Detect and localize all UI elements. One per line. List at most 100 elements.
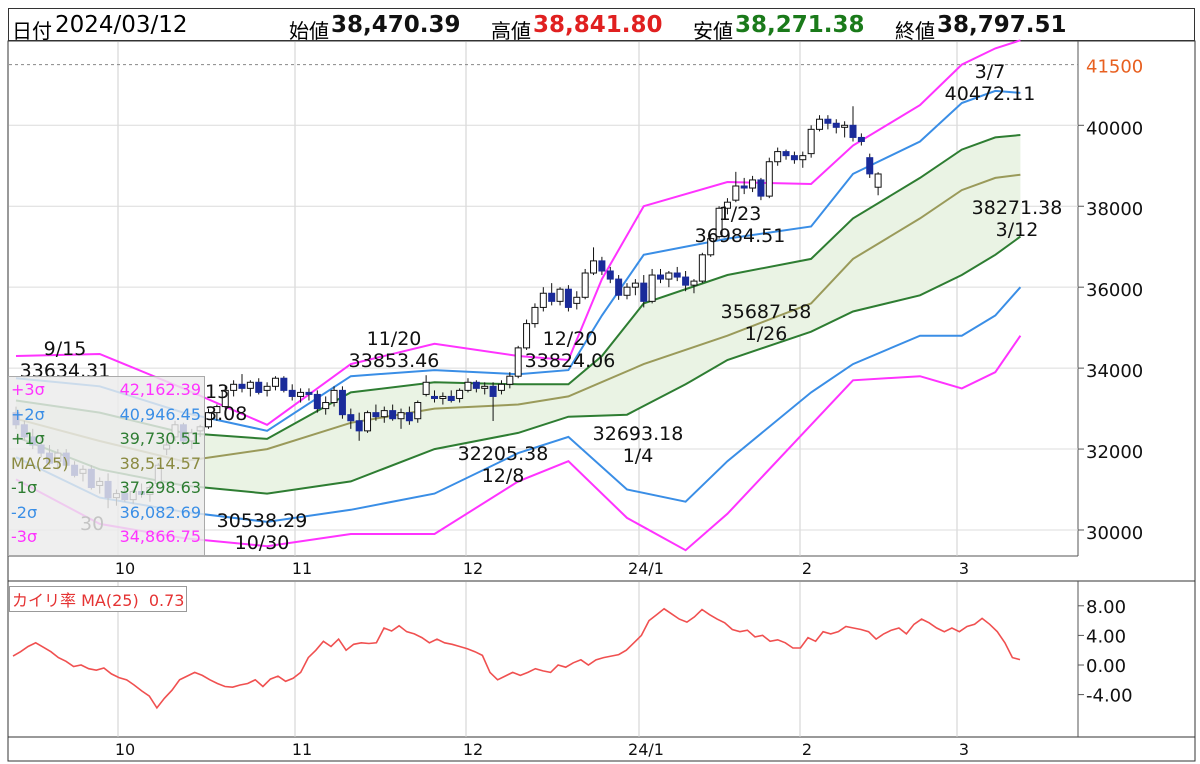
candle-down <box>431 395 438 399</box>
x-tick-label-bottom: 11 <box>292 740 312 759</box>
annotation-line2: 36984.51 <box>695 225 786 247</box>
candle-up <box>648 274 656 302</box>
candle-down <box>288 389 296 397</box>
annotation-line2: 3/12 <box>996 219 1039 241</box>
candle-up <box>816 118 824 130</box>
date-value: 2024/03/12 <box>55 12 188 38</box>
candle-down <box>790 155 798 161</box>
annotation-line1: 32205.38 <box>458 443 549 465</box>
annotation-line1: 1/23 <box>719 203 762 225</box>
price-tick-label: 38000 <box>1086 199 1143 220</box>
candle-down <box>347 414 355 422</box>
candle-down <box>564 288 572 308</box>
legend-series-value: 40,946.45 <box>119 404 201 424</box>
candle-up <box>213 406 221 414</box>
kairi-label-value: 0.73 <box>148 591 185 610</box>
legend-series-value: 42,162.39 <box>119 380 201 399</box>
x-tick-label: 3 <box>959 559 969 578</box>
candle-up <box>631 282 639 288</box>
annotation-line1: 35687.58 <box>721 301 812 323</box>
candle-down <box>673 272 681 278</box>
x-tick-label: 10 <box>115 559 135 578</box>
bottom-axis-frame <box>7 736 1196 762</box>
candle-up <box>464 381 472 391</box>
close-value: 38,797.51 <box>937 12 1067 38</box>
kairi-tick-label: 0.00 <box>1086 656 1126 677</box>
high-value: 38,841.80 <box>533 12 663 38</box>
x-axis-labels: 10 10 11 11 12 12 24/1 24/1 2 2 3 3 <box>115 559 969 759</box>
high-label: 高値 <box>491 19 531 43</box>
minus-2-sigma-line <box>15 286 1022 523</box>
price-tick-label: 36000 <box>1086 280 1143 301</box>
x-tick-label: 2 <box>802 559 812 578</box>
candle-up <box>221 389 229 408</box>
candle-up <box>271 377 279 387</box>
legend-series-name: -2σ <box>11 502 38 522</box>
candle-up <box>246 381 254 389</box>
candle-up <box>799 155 807 161</box>
candle-up <box>623 286 631 296</box>
low-label: 安値 <box>693 19 733 43</box>
candle-up <box>397 412 405 420</box>
candle-down <box>313 393 321 410</box>
legend-series-name: +1σ <box>11 429 45 448</box>
close-label: 終値 <box>895 19 935 43</box>
open-value: 38,470.39 <box>331 12 461 38</box>
price-panel-frame <box>7 40 1196 582</box>
annotation-line1: 38271.38 <box>972 197 1063 219</box>
candle-up <box>581 272 589 298</box>
candle-down <box>656 274 664 280</box>
candle-up <box>874 173 882 188</box>
candle-down <box>548 292 556 302</box>
candle-up <box>439 395 447 399</box>
candle-down <box>405 412 413 422</box>
candle-up <box>205 412 213 428</box>
candle-up <box>297 391 305 397</box>
candle-up <box>497 383 505 391</box>
candle-up <box>573 296 581 304</box>
kairi-y-axis: 8.00 4.00 0.00 -4.00 <box>1078 597 1133 707</box>
candle-up <box>690 280 698 286</box>
candle-up <box>456 389 464 399</box>
legend-row: +2σ 40,946.45 <box>11 405 203 429</box>
candle-down <box>857 136 865 142</box>
minus-1-sigma-line <box>15 235 1021 495</box>
legend-series-name: +3σ <box>11 380 45 399</box>
legend-row: +1σ 39,730.51 <box>11 429 203 453</box>
plus-3-sigma-line <box>15 39 1021 426</box>
candle-down <box>866 157 874 175</box>
legend-series-value: 38,514.57 <box>119 453 201 473</box>
price-tick-label: 34000 <box>1086 361 1143 382</box>
candle-up <box>732 185 740 201</box>
x-tick-label-bottom: 12 <box>463 740 483 759</box>
x-tick-label-bottom: 10 <box>115 740 135 759</box>
candle-up <box>749 179 757 189</box>
price-tick-label: 30000 <box>1086 523 1143 544</box>
legend-row: -3σ 34,866.75 <box>11 527 203 551</box>
annotation-line2: 1/4 <box>623 445 654 467</box>
x-tick-label-bottom: 3 <box>959 740 969 759</box>
ma25-line <box>15 173 1021 463</box>
candle-down <box>238 383 246 389</box>
ohlc-header: 日付 2024/03/12 始値 38,470.39 高値 38,841.80 … <box>8 8 1195 43</box>
legend-series-value: 39,730.51 <box>119 429 201 448</box>
annotation-line2: 10/30 <box>235 532 290 554</box>
candle-down <box>338 389 346 416</box>
candle-down <box>372 412 380 418</box>
candle-down <box>255 381 263 393</box>
candle-up <box>723 201 731 209</box>
legend-series-name: MA(25) <box>11 453 69 473</box>
candle-down <box>389 410 397 420</box>
annotation-line2: 33824.06 <box>525 350 616 372</box>
kairi-line <box>12 607 1021 710</box>
legend-row: -1σ 37,298.63 <box>11 478 203 502</box>
legend-row: +3σ 42,162.39 <box>11 380 203 404</box>
annotation-line1: 11/20 <box>367 328 422 350</box>
x-tick-label-bottom: 24/1 <box>628 740 664 759</box>
legend-series-value: 34,866.75 <box>119 527 201 546</box>
annotation-line1: 12/20 <box>543 328 598 350</box>
candle-down <box>824 118 832 124</box>
annotation-line1: 9/15 <box>44 338 87 360</box>
candle-down <box>615 278 623 296</box>
